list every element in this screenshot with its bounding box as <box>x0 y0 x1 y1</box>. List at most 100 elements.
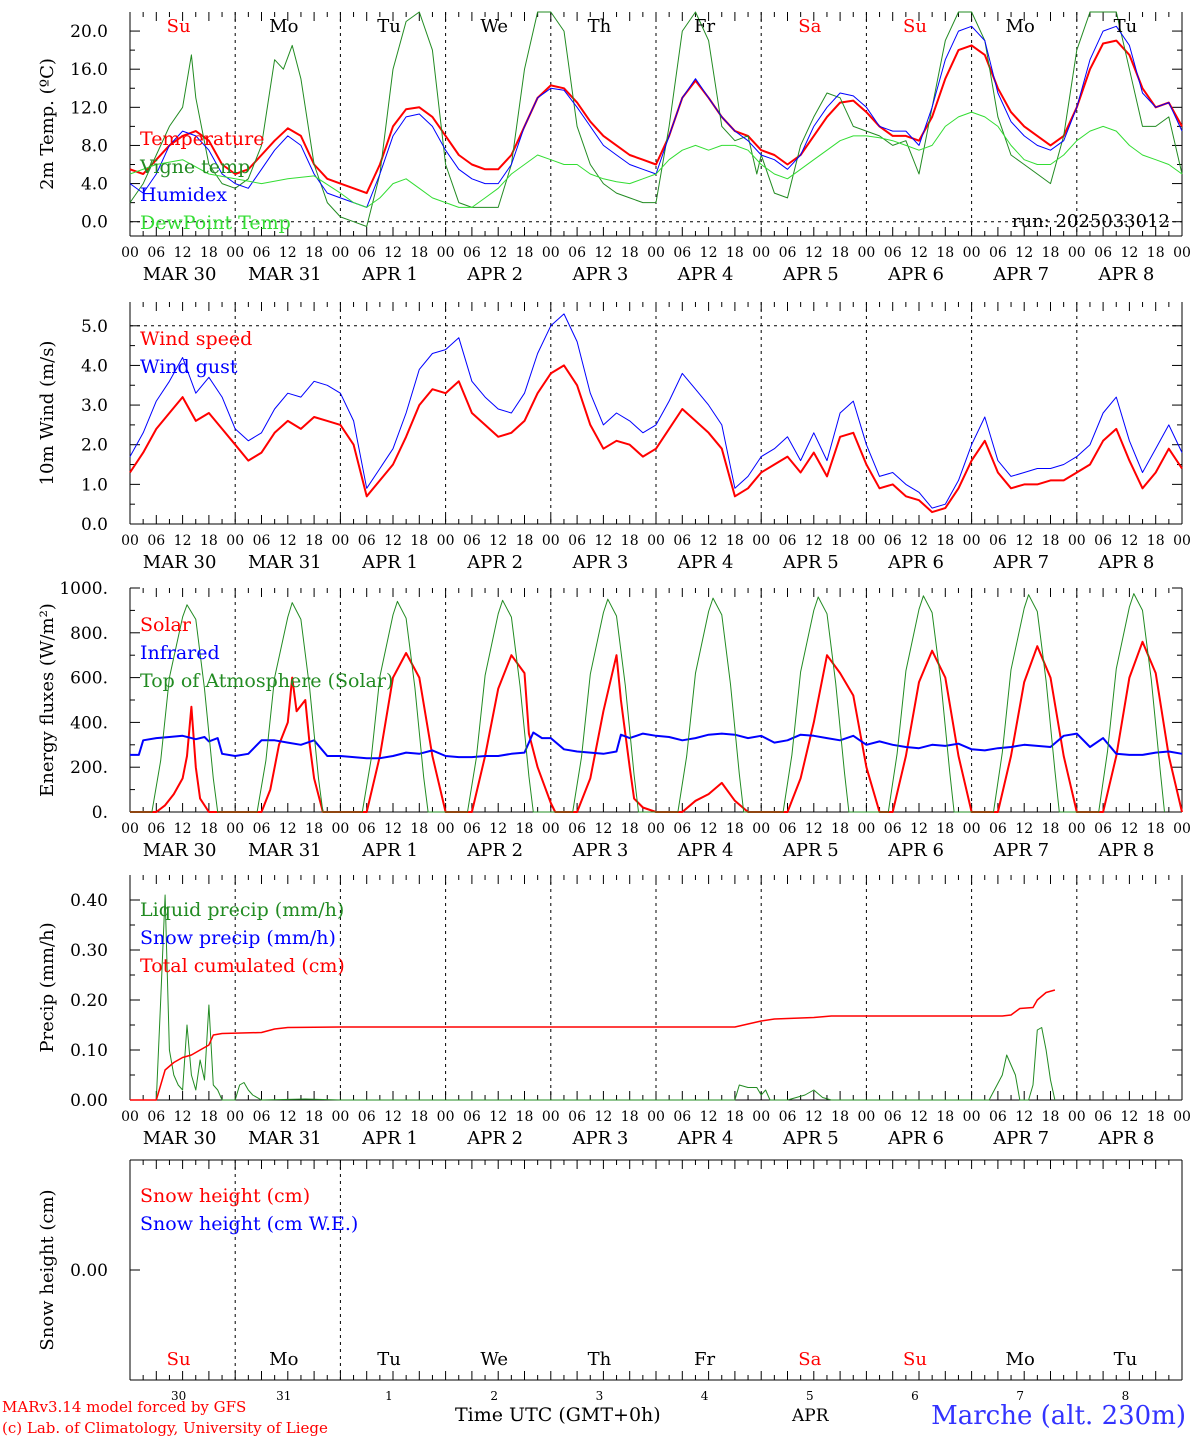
x-tick-label: 06 <box>253 1109 271 1125</box>
x-tick-label: 12 <box>1015 245 1033 261</box>
legend-entry: Snow precip (mm/h) <box>140 927 336 949</box>
x-tick-label: 00 <box>331 533 349 549</box>
x-tick-label: 18 <box>516 1109 534 1125</box>
x-tick-label: 12 <box>384 245 402 261</box>
series-line <box>129 313 1183 509</box>
date-label: APR 2 <box>466 840 523 861</box>
x-tick-label: 06 <box>884 533 902 549</box>
day-of-week-label: Sa <box>798 16 821 37</box>
x-tick-label: 18 <box>936 245 954 261</box>
x-tick-label: 06 <box>253 533 271 549</box>
y-tick-label: 200. <box>70 758 108 778</box>
x-tick-label: 00 <box>647 1109 665 1125</box>
x-tick-label: 18 <box>726 1109 744 1125</box>
x-tick-label: 00 <box>1068 821 1086 837</box>
date-label: APR 7 <box>992 840 1049 861</box>
legend-entry: Liquid precip (mm/h) <box>140 899 344 921</box>
date-label: APR 1 <box>361 264 418 285</box>
day-of-week-label: Su <box>167 16 191 37</box>
x-tick-label: 12 <box>594 821 612 837</box>
x-tick-label: 06 <box>1094 245 1112 261</box>
x-tick-label: 00 <box>226 1109 244 1125</box>
legend-entry: Total cumulated (cm) <box>140 955 345 977</box>
x-tick-label: 18 <box>410 245 428 261</box>
x-tick-label: 00 <box>752 1109 770 1125</box>
x-tick-label: 12 <box>594 1109 612 1125</box>
date-label: MAR 31 <box>248 264 322 285</box>
x-tick-label: 18 <box>305 1109 323 1125</box>
date-label: MAR 31 <box>248 1128 322 1149</box>
x-tick-label: 06 <box>147 1109 165 1125</box>
x-tick-label: 00 <box>1173 245 1191 261</box>
legend-entry: Humidex <box>140 184 227 206</box>
x-tick-label: 06 <box>779 821 797 837</box>
x-tick-label: 00 <box>963 533 981 549</box>
x-tick-label: 18 <box>831 821 849 837</box>
day-number-label: 4 <box>701 1389 709 1403</box>
x-tick-label: 18 <box>200 821 218 837</box>
x-tick-label: 12 <box>279 1109 297 1125</box>
x-tick-label: 06 <box>463 821 481 837</box>
x-tick-label: 00 <box>226 533 244 549</box>
x-tick-label: 06 <box>884 245 902 261</box>
y-tick-label: 5.0 <box>81 317 108 337</box>
x-tick-label: 00 <box>331 245 349 261</box>
y-tick-label: 800. <box>70 624 108 644</box>
date-label: APR 5 <box>782 552 839 573</box>
x-tick-label: 00 <box>857 1109 875 1125</box>
x-tick-label: 12 <box>594 245 612 261</box>
x-tick-label: 00 <box>857 245 875 261</box>
y-tick-label: 0.0 <box>81 213 108 233</box>
day-number-label: 5 <box>806 1389 814 1403</box>
x-tick-label: 00 <box>542 533 560 549</box>
x-tick-label: 18 <box>621 245 639 261</box>
x-tick-label: 06 <box>673 821 691 837</box>
day-of-week-label: Mo <box>269 1349 298 1370</box>
x-tick-label: 00 <box>647 533 665 549</box>
x-tick-label: 06 <box>989 533 1007 549</box>
x-tick-label: 12 <box>700 533 718 549</box>
date-label: APR 2 <box>466 1128 523 1149</box>
x-tick-label: 18 <box>410 533 428 549</box>
x-tick-label: 06 <box>989 245 1007 261</box>
x-tick-label: 18 <box>726 533 744 549</box>
x-tick-label: 12 <box>279 245 297 261</box>
time-axis-label: Time UTC (GMT+0h) <box>455 1404 661 1426</box>
x-tick-label: 00 <box>1173 533 1191 549</box>
x-tick-label: 18 <box>621 1109 639 1125</box>
x-tick-label: 12 <box>700 1109 718 1125</box>
day-of-week-label: Mo <box>1006 16 1035 37</box>
x-tick-label: 06 <box>568 245 586 261</box>
date-label: APR 6 <box>887 840 944 861</box>
x-tick-label: 00 <box>647 245 665 261</box>
day-of-week-label: Th <box>588 16 612 37</box>
legend-entry: Infrared <box>140 642 220 664</box>
y-tick-label: 0. <box>92 803 108 823</box>
day-of-week-label: Tu <box>1114 16 1138 37</box>
x-tick-label: 06 <box>253 821 271 837</box>
day-of-week-label: Su <box>903 16 927 37</box>
y-tick-label: 16.0 <box>70 60 108 80</box>
x-tick-label: 18 <box>1147 245 1165 261</box>
date-label: APR 3 <box>571 552 628 573</box>
series-line <box>130 731 1183 760</box>
x-tick-label: 06 <box>358 1109 376 1125</box>
x-tick-label: 00 <box>226 821 244 837</box>
x-tick-label: 12 <box>489 245 507 261</box>
x-tick-label: 12 <box>384 533 402 549</box>
x-tick-label: 06 <box>253 245 271 261</box>
y-tick-label: 0.00 <box>70 1261 108 1281</box>
x-tick-label: 12 <box>910 245 928 261</box>
x-tick-label: 06 <box>779 245 797 261</box>
x-tick-label: 00 <box>963 1109 981 1125</box>
date-label: APR 5 <box>782 264 839 285</box>
date-label: APR 6 <box>887 264 944 285</box>
legend-entry: Vigne temp <box>139 156 250 178</box>
y-tick-label: 1.0 <box>81 475 108 495</box>
date-label: APR 7 <box>992 264 1049 285</box>
x-tick-label: 00 <box>752 821 770 837</box>
x-tick-label: 12 <box>1120 821 1138 837</box>
x-tick-label: 18 <box>516 533 534 549</box>
x-tick-label: 06 <box>358 821 376 837</box>
